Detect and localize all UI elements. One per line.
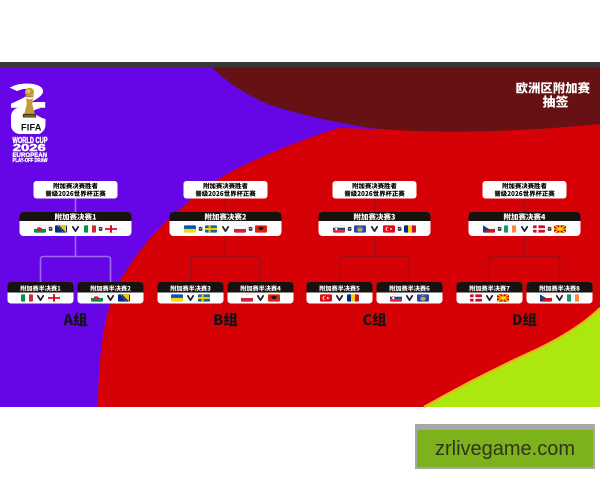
svg-text:FIFA: FIFA xyxy=(21,123,42,133)
svg-text:PLAY-OFF DRAW: PLAY-OFF DRAW xyxy=(13,158,48,164)
svg-text:2026: 2026 xyxy=(13,143,47,154)
svg-text:zrlivegame.com: zrlivegame.com xyxy=(435,438,575,460)
svg-text:WORLD CUP: WORLD CUP xyxy=(13,136,48,145)
svg-text:EUROPEAN: EUROPEAN xyxy=(13,152,48,159)
